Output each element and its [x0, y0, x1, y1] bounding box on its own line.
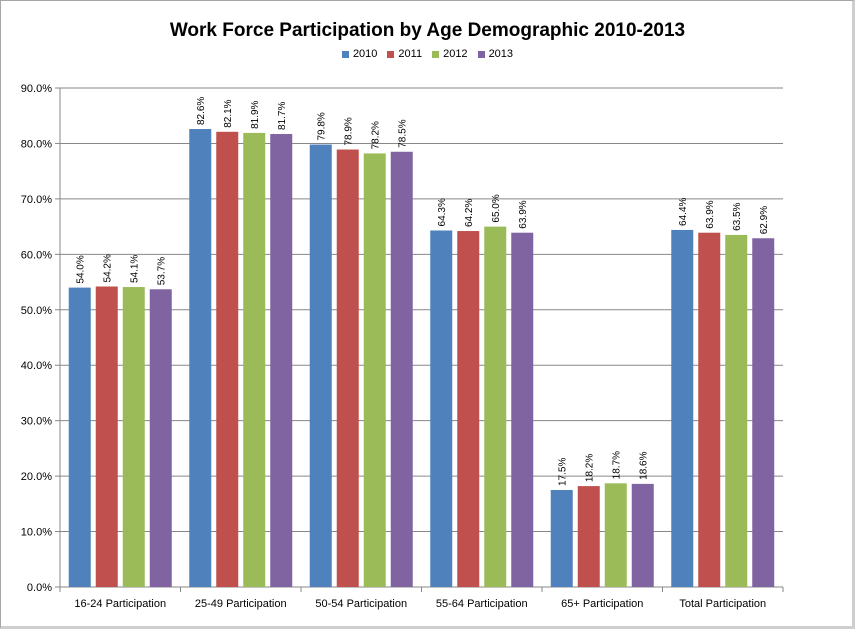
- data-label: 81.9%: [250, 100, 261, 128]
- data-label: 64.2%: [464, 199, 475, 227]
- data-label: 17.5%: [558, 458, 569, 486]
- bar-2010: [430, 230, 453, 587]
- data-label: 82.1%: [223, 99, 234, 127]
- bar-2013: [390, 151, 413, 587]
- legend-swatch: [477, 50, 485, 58]
- y-tick-label: 0.0%: [27, 582, 52, 594]
- legend-item-2010: 2010: [341, 48, 378, 60]
- data-label: 63.5%: [732, 202, 743, 230]
- data-label: 64.3%: [437, 198, 448, 226]
- data-label: 18.7%: [612, 451, 623, 479]
- bar-2010: [189, 129, 212, 588]
- data-label: 18.6%: [639, 451, 650, 479]
- bar-2012: [725, 234, 748, 587]
- data-label: 63.9%: [518, 200, 529, 228]
- y-tick-label: 20.0%: [21, 471, 52, 483]
- bar-2013: [511, 232, 534, 587]
- x-category-label: 55-64 Participation: [436, 598, 528, 610]
- data-label: 82.6%: [196, 97, 207, 125]
- x-category-label: 50-54 Participation: [315, 598, 407, 610]
- legend-label: 2010: [352, 48, 378, 60]
- bar-2013: [149, 289, 172, 587]
- bar-2012: [604, 483, 627, 587]
- bar-2013: [631, 483, 654, 587]
- bar-2010: [309, 144, 332, 587]
- legend-item-2011: 2011: [387, 48, 422, 60]
- data-label: 62.9%: [759, 206, 770, 234]
- bar-2011: [577, 486, 600, 587]
- x-category-label: 65+ Participation: [561, 598, 643, 610]
- bar-2010: [550, 489, 573, 587]
- data-label: 54.0%: [76, 255, 87, 283]
- data-label: 63.9%: [705, 200, 716, 228]
- y-tick-label: 30.0%: [21, 416, 52, 428]
- data-label: 64.4%: [678, 197, 689, 225]
- legend-label: 2012: [443, 48, 468, 60]
- legend-item-2013: 2013: [477, 48, 514, 60]
- bar-2012: [122, 287, 145, 587]
- bar-2011: [336, 149, 359, 587]
- legend-label: 2013: [488, 48, 514, 60]
- legend-item-2012: 2012: [432, 48, 468, 60]
- bar-2010: [68, 287, 91, 587]
- data-label: 78.2%: [371, 121, 382, 149]
- chart-title: Work Force Participation by Age Demograp…: [169, 20, 686, 41]
- bar-2011: [457, 231, 480, 587]
- bar-2012: [243, 132, 266, 587]
- y-tick-label: 10.0%: [21, 527, 52, 539]
- bar-2011: [95, 286, 118, 587]
- legend-swatch: [341, 50, 349, 58]
- data-label: 65.0%: [491, 194, 502, 222]
- x-category-label: 25-49 Participation: [195, 598, 287, 610]
- data-label: 54.1%: [130, 255, 141, 283]
- data-label: 54.2%: [103, 254, 114, 282]
- data-label: 81.7%: [277, 102, 288, 130]
- y-tick-label: 60.0%: [21, 249, 52, 261]
- y-tick-label: 50.0%: [21, 305, 52, 317]
- data-label: 79.8%: [317, 112, 328, 140]
- bar-2013: [752, 238, 775, 587]
- data-label: 53.7%: [157, 257, 168, 285]
- y-tick-label: 40.0%: [21, 360, 52, 372]
- data-label: 78.9%: [344, 117, 355, 145]
- y-tick-label: 90.0%: [21, 83, 52, 95]
- x-category-label: 16-24 Participation: [74, 598, 166, 610]
- bar-2011: [698, 232, 721, 587]
- legend: 2010 2011 2012 2013: [0, 48, 855, 60]
- data-label: 78.5%: [398, 119, 409, 147]
- data-label: 18.2%: [585, 454, 596, 482]
- bar-2013: [270, 134, 293, 587]
- bar-2010: [671, 229, 694, 587]
- legend-swatch: [432, 50, 440, 58]
- bar-2012: [363, 153, 386, 587]
- y-tick-label: 80.0%: [21, 138, 52, 150]
- bar-2011: [216, 131, 239, 587]
- legend-label: 2011: [398, 48, 423, 60]
- y-tick-label: 70.0%: [21, 194, 52, 206]
- bar-2012: [484, 226, 507, 587]
- x-category-label: Total Participation: [679, 598, 766, 610]
- legend-swatch: [387, 50, 395, 58]
